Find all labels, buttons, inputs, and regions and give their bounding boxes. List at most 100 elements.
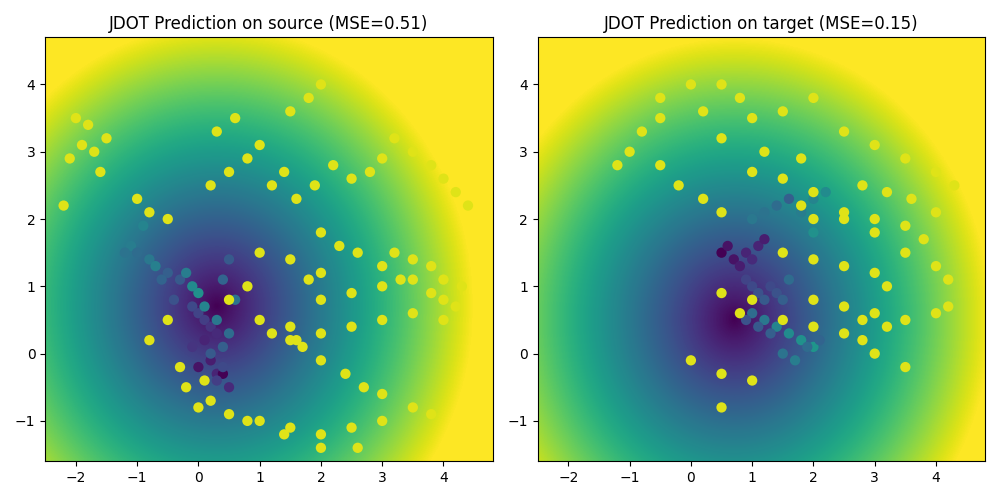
Point — [671, 182, 687, 190]
Point — [897, 248, 913, 256]
Point — [756, 296, 772, 304]
Point — [190, 289, 206, 297]
Point — [854, 182, 870, 190]
Point — [836, 208, 852, 216]
Point — [435, 174, 451, 182]
Point — [769, 202, 785, 209]
Point — [197, 376, 213, 384]
Point — [732, 94, 748, 102]
Point — [714, 248, 730, 256]
Point — [393, 276, 409, 283]
Point — [867, 309, 883, 317]
Point — [812, 336, 828, 344]
Point — [652, 114, 668, 122]
Point — [184, 343, 200, 351]
Point — [350, 248, 366, 256]
Point — [92, 168, 108, 176]
Point — [215, 276, 231, 283]
Point — [836, 330, 852, 338]
Point — [744, 168, 760, 176]
Point — [769, 289, 785, 297]
Point — [897, 316, 913, 324]
Point — [879, 322, 895, 330]
Point — [252, 248, 268, 256]
Point — [946, 182, 962, 190]
Point — [793, 154, 809, 162]
Point — [184, 282, 200, 290]
Point — [190, 363, 206, 371]
Point — [805, 215, 821, 223]
Point — [184, 302, 200, 310]
Point — [141, 256, 157, 264]
Point — [867, 215, 883, 223]
Title: JDOT Prediction on target (MSE=0.15): JDOT Prediction on target (MSE=0.15) — [604, 15, 919, 33]
Point — [799, 343, 815, 351]
Point — [867, 350, 883, 358]
Point — [386, 248, 402, 256]
Point — [928, 168, 944, 176]
Point — [903, 195, 919, 203]
Point — [252, 417, 268, 425]
Point — [652, 94, 668, 102]
Point — [805, 322, 821, 330]
Point — [215, 343, 231, 351]
Point — [282, 108, 298, 116]
Point — [836, 215, 852, 223]
Point — [781, 330, 797, 338]
Point — [805, 94, 821, 102]
Point — [940, 302, 956, 310]
Point — [879, 282, 895, 290]
Point — [867, 269, 883, 277]
Point — [714, 134, 730, 142]
Point — [423, 262, 439, 270]
Point — [350, 444, 366, 452]
Point — [313, 80, 329, 88]
Point — [203, 396, 219, 404]
Point — [836, 302, 852, 310]
Point — [203, 350, 219, 358]
Point — [227, 296, 243, 304]
Point — [916, 235, 932, 243]
Point — [203, 356, 219, 364]
Point — [172, 363, 188, 371]
Point — [160, 215, 176, 223]
Point — [897, 363, 913, 371]
Point — [148, 262, 164, 270]
Point — [756, 208, 772, 216]
Point — [695, 195, 711, 203]
Point — [732, 262, 748, 270]
Point — [435, 296, 451, 304]
Point — [634, 128, 650, 136]
Point — [239, 154, 255, 162]
Point — [714, 370, 730, 378]
Point — [750, 289, 766, 297]
Point — [805, 228, 821, 236]
Point — [239, 417, 255, 425]
Point — [405, 404, 421, 411]
Point — [374, 282, 390, 290]
Point — [763, 282, 779, 290]
Point — [423, 161, 439, 169]
Point — [160, 316, 176, 324]
Point — [744, 296, 760, 304]
Point — [172, 276, 188, 283]
Point — [897, 222, 913, 230]
Point — [720, 242, 736, 250]
Point — [264, 182, 280, 190]
Point — [276, 168, 292, 176]
Point — [683, 80, 699, 88]
Point — [738, 248, 754, 256]
Point — [775, 248, 791, 256]
Point — [344, 174, 360, 182]
Point — [750, 322, 766, 330]
Point — [288, 195, 304, 203]
Point — [750, 242, 766, 250]
Point — [313, 330, 329, 338]
Point — [141, 336, 157, 344]
Title: JDOT Prediction on source (MSE=0.51): JDOT Prediction on source (MSE=0.51) — [109, 15, 429, 33]
Point — [362, 168, 378, 176]
Point — [252, 141, 268, 149]
Point — [448, 302, 464, 310]
Point — [288, 336, 304, 344]
Point — [622, 148, 638, 156]
